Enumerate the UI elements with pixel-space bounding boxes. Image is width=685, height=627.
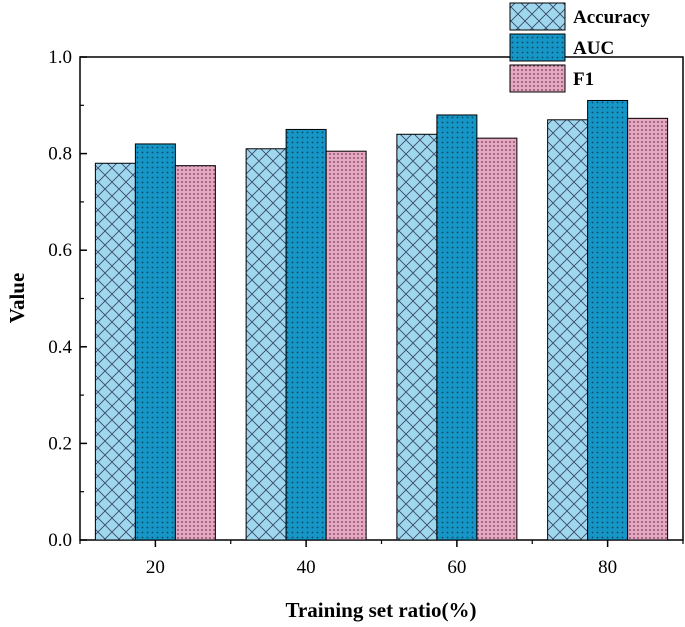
bar-auc-40 (285, 128, 327, 541)
bar-f1-60 (476, 137, 518, 541)
bar-accuracy-80 (547, 119, 589, 541)
y-tick-label-3: 0.6 (48, 240, 72, 261)
legend-label-accuracy: Accuracy (573, 7, 651, 28)
legend-swatch-accuracy (509, 2, 566, 31)
x-axis: 20 40 60 80 (79, 540, 684, 578)
bar-accuracy-20 (94, 162, 136, 541)
bar-auc-20 (134, 143, 176, 541)
x-tick-label-3: 80 (598, 557, 617, 578)
y-tick-label-5: 1.0 (48, 47, 72, 68)
legend-label-f1: F1 (573, 69, 594, 90)
x-axis-title: Training set ratio(%) (286, 598, 477, 622)
bar-auc-80 (587, 99, 629, 541)
bar-accuracy-40 (245, 148, 287, 541)
legend: Accuracy AUC F1 (509, 2, 651, 93)
legend-swatch-auc (509, 33, 566, 62)
y-tick-label-4: 0.8 (48, 144, 72, 165)
bar-f1-40 (325, 150, 367, 541)
bar-f1-80 (627, 117, 669, 541)
bar-f1-20 (174, 165, 216, 541)
bar-auc-60 (436, 114, 478, 541)
x-tick-label-0: 20 (146, 557, 165, 578)
y-axis: 0.0 0.2 0.4 0.6 0.8 1.0 (48, 47, 87, 551)
bars-group (94, 99, 669, 541)
bar-accuracy-60 (396, 133, 438, 541)
y-tick-label-0: 0.0 (48, 530, 72, 551)
legend-swatch-f1 (509, 64, 566, 93)
x-tick-label-2: 60 (447, 557, 466, 578)
x-tick-label-1: 40 (297, 557, 316, 578)
y-tick-label-1: 0.2 (48, 433, 72, 454)
legend-label-auc: AUC (573, 38, 614, 59)
y-axis-title: Value (5, 273, 29, 324)
y-tick-label-2: 0.4 (48, 337, 72, 358)
